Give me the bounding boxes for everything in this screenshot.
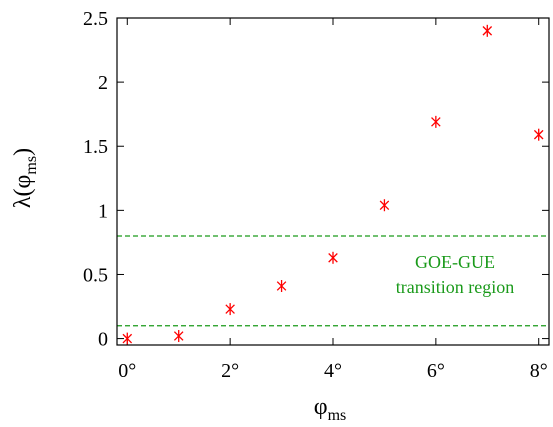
data-point bbox=[225, 303, 235, 316]
y-tick-label: 1 bbox=[98, 200, 108, 222]
y-tick-label: 0.5 bbox=[83, 264, 108, 286]
x-axis-title-sub: ms bbox=[328, 407, 347, 424]
data-point bbox=[482, 24, 493, 37]
x-tick-label: 4° bbox=[324, 360, 342, 382]
y-axis-title-sub: ms bbox=[23, 156, 40, 175]
data-point bbox=[122, 332, 133, 345]
y-tick-label: 2.5 bbox=[83, 8, 108, 30]
data-point bbox=[173, 330, 184, 343]
data-point bbox=[431, 115, 441, 128]
x-tick-label: 0° bbox=[118, 360, 136, 382]
data-points bbox=[122, 24, 544, 345]
y-tick-label: 0 bbox=[98, 329, 108, 351]
x-tick-label: 2° bbox=[221, 360, 239, 382]
plot-frame bbox=[116, 17, 550, 346]
annotation-line-2: transition region bbox=[396, 277, 514, 297]
y-tick-label: 1.5 bbox=[83, 136, 108, 158]
data-point bbox=[276, 280, 287, 293]
x-axis-title-main: φ bbox=[314, 394, 328, 420]
data-point bbox=[328, 251, 338, 264]
y-axis-title-prefix: λ(φ bbox=[10, 175, 36, 208]
x-tick-label: 8° bbox=[530, 360, 548, 382]
annotation-line-1: GOE-GUE bbox=[415, 252, 495, 272]
data-point bbox=[379, 199, 390, 212]
data-point bbox=[533, 128, 544, 141]
y-axis-title-suffix: ) bbox=[10, 148, 36, 156]
x-axis-title: φms bbox=[314, 394, 347, 424]
y-axis-ticks: 0 0.5 1 1.5 2 2.5 bbox=[83, 8, 549, 351]
reference-lines bbox=[117, 235, 549, 327]
y-axis-title: λ(φms) bbox=[10, 148, 40, 208]
x-axis-ticks: 0° 2° 4° 6° 8° bbox=[118, 18, 548, 382]
x-tick-label: 6° bbox=[427, 360, 445, 382]
y-tick-label: 2 bbox=[98, 72, 108, 94]
